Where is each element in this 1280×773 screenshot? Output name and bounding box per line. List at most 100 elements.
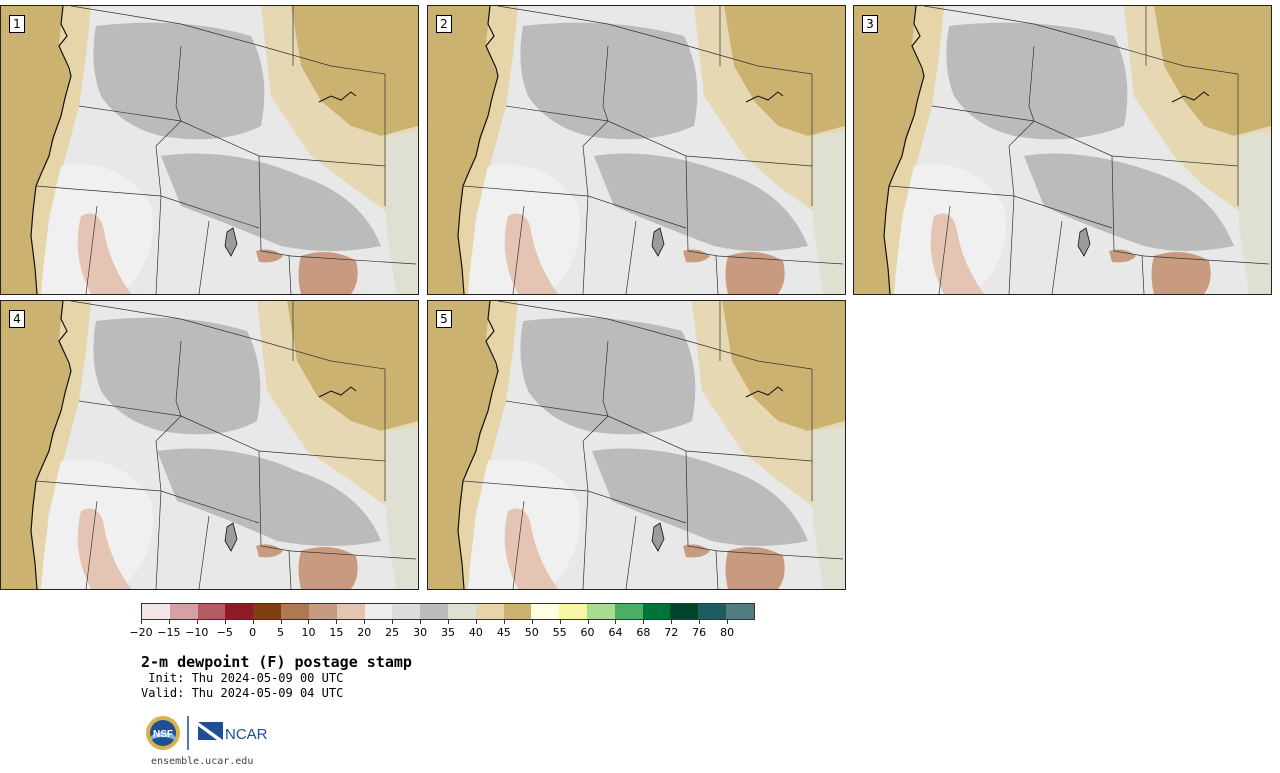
colorbar-tick-label: 72 <box>664 626 679 639</box>
plains-moist-field <box>1154 6 1271 136</box>
panel-number-4: 4 <box>9 310 25 328</box>
colorbar-tick <box>364 620 366 624</box>
state-border <box>155 195 162 294</box>
colorbar-tick <box>559 620 561 624</box>
colorbar-tick <box>531 620 533 624</box>
svg-text:NCAR: NCAR <box>225 726 268 743</box>
colorbar-tick-label: −15 <box>157 626 181 639</box>
ocean-field <box>1 6 71 294</box>
east-field <box>813 131 845 294</box>
basin-dry-field <box>157 448 381 546</box>
southern-dry-field <box>1151 252 1211 294</box>
colorbar-tick <box>727 620 729 624</box>
state-border <box>625 220 637 294</box>
state-border <box>512 500 525 589</box>
state-border <box>78 105 182 122</box>
coastline <box>457 301 499 589</box>
state-border <box>180 415 386 462</box>
colorbar-swatch <box>503 604 532 619</box>
colorbar-tick-label: 0 <box>249 626 257 639</box>
colorbar-swatch <box>475 604 504 619</box>
state-border <box>85 500 98 589</box>
interior-dry-field <box>946 22 1128 140</box>
interior-dry-field <box>93 22 265 140</box>
map-panel-4: 4 <box>0 300 419 590</box>
panel-number-5: 5 <box>436 310 452 328</box>
ncar-logo: NCAR <box>198 722 268 743</box>
southern-dry-spot <box>683 249 710 263</box>
colorbar-tick-label: 40 <box>468 626 483 639</box>
coastal-band <box>458 6 518 294</box>
colorbar-tick <box>141 620 142 624</box>
colorbar-swatch <box>169 604 198 619</box>
colorbar-swatch <box>225 604 254 619</box>
svg-text:NSF: NSF <box>153 729 173 740</box>
plains-band <box>261 6 418 211</box>
colorbar-tick <box>336 620 338 624</box>
great-salt-lake <box>224 227 238 257</box>
colorbar-tick-label: 45 <box>496 626 511 639</box>
southern-dry-spot <box>1109 249 1136 263</box>
southern-dry-spot <box>256 249 283 263</box>
colorbar-swatch <box>336 604 365 619</box>
state-border <box>180 120 386 167</box>
colorbar-tick-label: 50 <box>524 626 539 639</box>
logos: NSF NCAR <box>145 714 275 752</box>
map-panel-3: 3 <box>853 5 1272 295</box>
colorbar-tick <box>308 620 310 624</box>
colorbar-swatch <box>642 604 671 619</box>
init-time: Init: Thu 2024-05-09 00 UTC <box>141 671 344 685</box>
colorbar-tick <box>448 620 449 624</box>
state-border <box>1008 195 1015 294</box>
colorbar-swatch <box>364 604 393 619</box>
plains-band <box>694 6 845 211</box>
colorbar-tick-label: 15 <box>329 626 344 639</box>
coastal-band <box>31 6 91 294</box>
reservoir <box>318 91 357 103</box>
colorbar-swatch <box>698 604 727 619</box>
colorbar-tick <box>615 620 617 624</box>
colorbar-tick <box>587 620 589 624</box>
ocean-field <box>428 301 498 589</box>
panel-number-1: 1 <box>9 15 25 33</box>
colorbar-tick-label: 60 <box>580 626 595 639</box>
map-panel-5: 5 <box>427 300 846 590</box>
state-border <box>938 205 951 294</box>
colorbar-swatch <box>559 604 587 619</box>
state-border <box>85 205 98 294</box>
colorbar-swatch <box>614 604 643 619</box>
map-2 <box>428 6 845 294</box>
state-border <box>625 515 637 589</box>
southern-dry-spot <box>683 544 710 558</box>
state-border <box>582 195 589 294</box>
state-border <box>198 220 210 294</box>
great-salt-lake <box>651 227 665 257</box>
colorbar-tick-label: 55 <box>552 626 567 639</box>
colorbar-swatch <box>253 604 282 619</box>
colorbar-tick-label: 10 <box>301 626 316 639</box>
great-salt-lake <box>224 522 238 552</box>
coastal-band <box>458 301 518 589</box>
colorbar-tick <box>252 620 254 624</box>
state-border <box>715 255 719 294</box>
colorbar-swatch <box>308 604 337 619</box>
colorbar-tick-label: 20 <box>357 626 372 639</box>
state-border <box>607 415 813 462</box>
east-field <box>386 426 418 589</box>
coastal-band <box>31 301 91 589</box>
state-border <box>258 450 417 560</box>
state-border <box>1141 255 1145 294</box>
colorbar-swatch <box>447 604 476 619</box>
basin-dry-field <box>592 448 808 546</box>
colorbar-swatch <box>197 604 226 619</box>
colorbar-tick <box>503 620 505 624</box>
southern-dry-field <box>725 547 785 589</box>
interior-dry-field <box>520 317 696 435</box>
desert-dry-field <box>77 213 131 294</box>
southern-dry-field <box>298 252 358 294</box>
colorbar-tick-label: 5 <box>277 626 285 639</box>
state-border <box>505 105 609 122</box>
ocean-field <box>1 301 71 589</box>
colorbar-tick <box>196 620 198 624</box>
map-3 <box>854 6 1271 294</box>
